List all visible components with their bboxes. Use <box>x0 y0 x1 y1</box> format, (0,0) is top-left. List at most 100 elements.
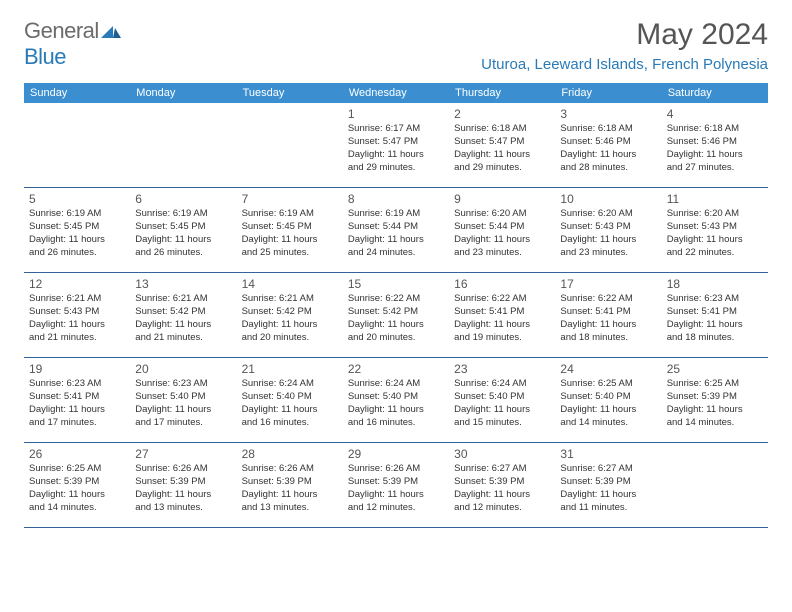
daylight-text: and 20 minutes. <box>348 332 444 345</box>
daylight-text: and 26 minutes. <box>29 247 125 260</box>
calendar-day: 8Sunrise: 6:19 AMSunset: 5:44 PMDaylight… <box>343 188 449 272</box>
day-number: 7 <box>242 191 338 207</box>
daylight-text: and 17 minutes. <box>135 417 231 430</box>
calendar-day-empty <box>237 103 343 187</box>
sunset-text: Sunset: 5:46 PM <box>667 136 763 149</box>
daylight-text: Daylight: 11 hours <box>454 319 550 332</box>
calendar-week: 5Sunrise: 6:19 AMSunset: 5:45 PMDaylight… <box>24 188 768 273</box>
sunset-text: Sunset: 5:40 PM <box>242 391 338 404</box>
day-of-week-label: Wednesday <box>343 83 449 103</box>
daylight-text: Daylight: 11 hours <box>454 404 550 417</box>
daylight-text: and 21 minutes. <box>135 332 231 345</box>
calendar-day: 3Sunrise: 6:18 AMSunset: 5:46 PMDaylight… <box>555 103 661 187</box>
daylight-text: Daylight: 11 hours <box>560 234 656 247</box>
calendar-day: 22Sunrise: 6:24 AMSunset: 5:40 PMDayligh… <box>343 358 449 442</box>
calendar-day: 17Sunrise: 6:22 AMSunset: 5:41 PMDayligh… <box>555 273 661 357</box>
sunset-text: Sunset: 5:39 PM <box>135 476 231 489</box>
daylight-text: and 21 minutes. <box>29 332 125 345</box>
month-title: May 2024 <box>481 18 768 52</box>
day-number: 4 <box>667 106 763 122</box>
calendar-day: 4Sunrise: 6:18 AMSunset: 5:46 PMDaylight… <box>662 103 768 187</box>
daylight-text: and 12 minutes. <box>454 502 550 515</box>
calendar-day: 19Sunrise: 6:23 AMSunset: 5:41 PMDayligh… <box>24 358 130 442</box>
calendar-day: 2Sunrise: 6:18 AMSunset: 5:47 PMDaylight… <box>449 103 555 187</box>
day-of-week-header: SundayMondayTuesdayWednesdayThursdayFrid… <box>24 83 768 103</box>
sunrise-text: Sunrise: 6:25 AM <box>560 378 656 391</box>
sunrise-text: Sunrise: 6:18 AM <box>454 123 550 136</box>
location: Uturoa, Leeward Islands, French Polynesi… <box>481 56 768 73</box>
day-number: 3 <box>560 106 656 122</box>
sunset-text: Sunset: 5:41 PM <box>667 306 763 319</box>
sunrise-text: Sunrise: 6:25 AM <box>667 378 763 391</box>
logo-text-general: General <box>24 18 99 43</box>
daylight-text: Daylight: 11 hours <box>242 319 338 332</box>
daylight-text: Daylight: 11 hours <box>348 149 444 162</box>
daylight-text: Daylight: 11 hours <box>29 234 125 247</box>
sunset-text: Sunset: 5:46 PM <box>560 136 656 149</box>
calendar-day: 21Sunrise: 6:24 AMSunset: 5:40 PMDayligh… <box>237 358 343 442</box>
day-number: 18 <box>667 276 763 292</box>
daylight-text: Daylight: 11 hours <box>348 319 444 332</box>
calendar-day: 24Sunrise: 6:25 AMSunset: 5:40 PMDayligh… <box>555 358 661 442</box>
calendar-day: 1Sunrise: 6:17 AMSunset: 5:47 PMDaylight… <box>343 103 449 187</box>
day-of-week-label: Tuesday <box>237 83 343 103</box>
calendar: SundayMondayTuesdayWednesdayThursdayFrid… <box>24 83 768 528</box>
sunrise-text: Sunrise: 6:24 AM <box>242 378 338 391</box>
daylight-text: Daylight: 11 hours <box>29 404 125 417</box>
calendar-day-empty <box>130 103 236 187</box>
sunset-text: Sunset: 5:39 PM <box>667 391 763 404</box>
day-number: 28 <box>242 446 338 462</box>
sunrise-text: Sunrise: 6:26 AM <box>135 463 231 476</box>
daylight-text: and 14 minutes. <box>29 502 125 515</box>
calendar-day: 26Sunrise: 6:25 AMSunset: 5:39 PMDayligh… <box>24 443 130 527</box>
sunrise-text: Sunrise: 6:20 AM <box>560 208 656 221</box>
daylight-text: Daylight: 11 hours <box>135 489 231 502</box>
day-number: 29 <box>348 446 444 462</box>
sunrise-text: Sunrise: 6:24 AM <box>348 378 444 391</box>
sunrise-text: Sunrise: 6:23 AM <box>667 293 763 306</box>
sunset-text: Sunset: 5:40 PM <box>560 391 656 404</box>
calendar-day-empty <box>24 103 130 187</box>
calendar-day: 11Sunrise: 6:20 AMSunset: 5:43 PMDayligh… <box>662 188 768 272</box>
calendar-week: 26Sunrise: 6:25 AMSunset: 5:39 PMDayligh… <box>24 443 768 528</box>
sunset-text: Sunset: 5:39 PM <box>348 476 444 489</box>
daylight-text: Daylight: 11 hours <box>560 149 656 162</box>
daylight-text: and 14 minutes. <box>667 417 763 430</box>
daylight-text: and 20 minutes. <box>242 332 338 345</box>
daylight-text: Daylight: 11 hours <box>667 404 763 417</box>
daylight-text: and 13 minutes. <box>242 502 338 515</box>
sunrise-text: Sunrise: 6:19 AM <box>135 208 231 221</box>
sunrise-text: Sunrise: 6:26 AM <box>242 463 338 476</box>
daylight-text: and 23 minutes. <box>560 247 656 260</box>
day-number: 8 <box>348 191 444 207</box>
sunset-text: Sunset: 5:40 PM <box>348 391 444 404</box>
daylight-text: and 12 minutes. <box>348 502 444 515</box>
sunrise-text: Sunrise: 6:25 AM <box>29 463 125 476</box>
calendar-day: 15Sunrise: 6:22 AMSunset: 5:42 PMDayligh… <box>343 273 449 357</box>
day-number: 20 <box>135 361 231 377</box>
sunset-text: Sunset: 5:45 PM <box>29 221 125 234</box>
sunrise-text: Sunrise: 6:22 AM <box>454 293 550 306</box>
day-number: 5 <box>29 191 125 207</box>
day-number: 22 <box>348 361 444 377</box>
sunrise-text: Sunrise: 6:20 AM <box>667 208 763 221</box>
logo-text-blue: Blue <box>24 44 66 69</box>
day-number: 9 <box>454 191 550 207</box>
calendar-day: 28Sunrise: 6:26 AMSunset: 5:39 PMDayligh… <box>237 443 343 527</box>
daylight-text: Daylight: 11 hours <box>135 404 231 417</box>
sunrise-text: Sunrise: 6:19 AM <box>29 208 125 221</box>
calendar-day: 20Sunrise: 6:23 AMSunset: 5:40 PMDayligh… <box>130 358 236 442</box>
sunset-text: Sunset: 5:40 PM <box>135 391 231 404</box>
calendar-day: 7Sunrise: 6:19 AMSunset: 5:45 PMDaylight… <box>237 188 343 272</box>
daylight-text: Daylight: 11 hours <box>135 319 231 332</box>
calendar-day: 23Sunrise: 6:24 AMSunset: 5:40 PMDayligh… <box>449 358 555 442</box>
daylight-text: Daylight: 11 hours <box>454 489 550 502</box>
calendar-day: 16Sunrise: 6:22 AMSunset: 5:41 PMDayligh… <box>449 273 555 357</box>
daylight-text: and 29 minutes. <box>348 162 444 175</box>
sunset-text: Sunset: 5:39 PM <box>560 476 656 489</box>
daylight-text: Daylight: 11 hours <box>667 149 763 162</box>
day-number: 21 <box>242 361 338 377</box>
calendar-day: 12Sunrise: 6:21 AMSunset: 5:43 PMDayligh… <box>24 273 130 357</box>
sunrise-text: Sunrise: 6:19 AM <box>348 208 444 221</box>
daylight-text: and 15 minutes. <box>454 417 550 430</box>
